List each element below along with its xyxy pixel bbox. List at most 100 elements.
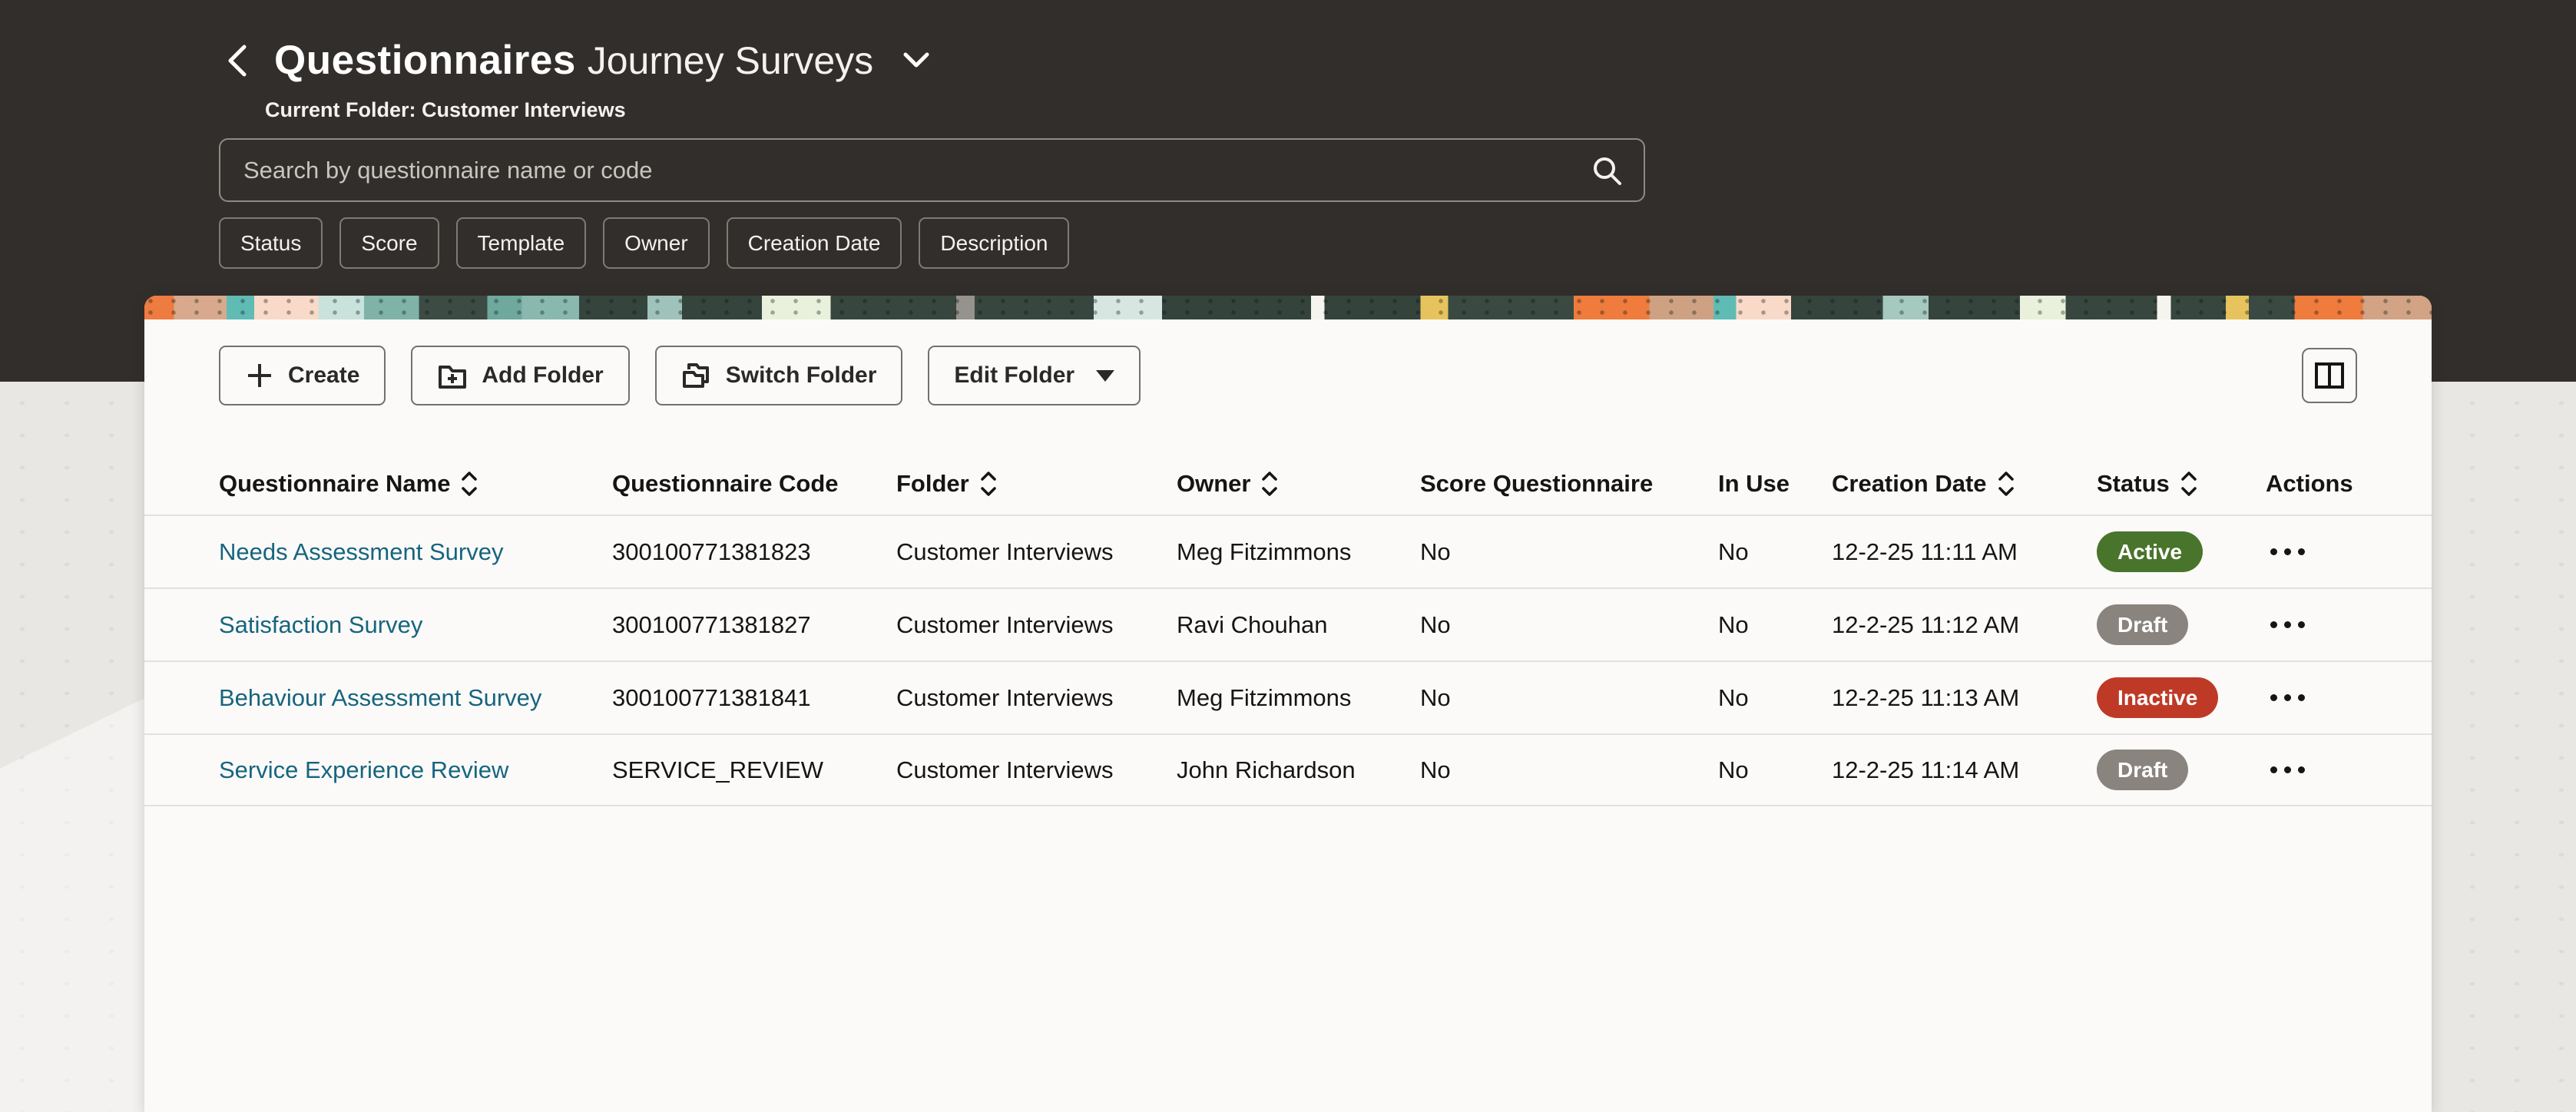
sort-icon[interactable]: [1998, 471, 2015, 497]
row-actions-button[interactable]: [2266, 759, 2309, 781]
chevron-down-icon[interactable]: [901, 50, 932, 71]
cell-actions: [2266, 614, 2401, 636]
status-badge: Draft: [2097, 604, 2189, 645]
cell-actions: [2266, 541, 2401, 563]
cell-status: Draft: [2097, 604, 2266, 645]
create-button-label: Create: [288, 362, 360, 388]
search-button[interactable]: [1570, 154, 1644, 187]
column-header-questionnaire-name[interactable]: Questionnaire Name: [219, 470, 612, 498]
cell-actions: [2266, 687, 2401, 709]
add-folder-button-label: Add Folder: [482, 362, 604, 388]
column-header-creation-date[interactable]: Creation Date: [1832, 470, 2097, 498]
cell-owner: John Richardson: [1177, 756, 1356, 783]
cell-score-questionnaire: No: [1420, 683, 1451, 711]
switch-folder-button-label: Switch Folder: [725, 362, 877, 388]
column-header-questionnaire-code: Questionnaire Code: [612, 470, 896, 498]
table-row: Needs Assessment Survey 300100771381823 …: [144, 515, 2432, 587]
column-header-folder[interactable]: Folder: [896, 470, 1177, 498]
sort-icon[interactable]: [1261, 471, 1278, 497]
cell-folder: Customer Interviews: [896, 756, 1114, 783]
questionnaire-link[interactable]: Satisfaction Survey: [219, 611, 423, 638]
status-badge: Draft: [2097, 750, 2189, 790]
row-actions-button[interactable]: [2266, 541, 2309, 563]
toolbar: Create Add Folder Switch Folder Edit Fol…: [219, 346, 2401, 405]
column-header-status[interactable]: Status: [2097, 470, 2266, 498]
filter-chip-template[interactable]: Template: [455, 217, 587, 269]
cell-actions: [2266, 759, 2401, 781]
column-label: Owner: [1177, 470, 1251, 497]
questionnaire-link[interactable]: Needs Assessment Survey: [219, 538, 504, 565]
ellipsis-icon: [2270, 694, 2277, 701]
filter-chip-creation-date[interactable]: Creation Date: [726, 217, 902, 269]
cell-in-use: No: [1718, 756, 1749, 783]
plus-icon: [245, 361, 274, 390]
column-label: Creation Date: [1832, 470, 1987, 497]
back-button[interactable]: [219, 38, 254, 84]
manage-columns-button[interactable]: [2302, 348, 2357, 403]
ellipsis-icon: [2270, 766, 2277, 773]
cell-status: Active: [2097, 531, 2266, 572]
folder-add-icon: [437, 361, 468, 390]
edit-folder-button[interactable]: Edit Folder: [928, 346, 1141, 405]
ellipsis-icon: [2270, 621, 2277, 628]
folder-switch-icon: [681, 360, 712, 391]
cell-in-use: No: [1718, 683, 1749, 711]
cell-owner: Meg Fitzimmons: [1177, 683, 1352, 711]
row-actions-button[interactable]: [2266, 687, 2309, 709]
ellipsis-icon: [2298, 694, 2305, 701]
cell-folder: Customer Interviews: [896, 611, 1114, 638]
filter-chip-score[interactable]: Score: [339, 217, 439, 269]
column-label: Status: [2097, 470, 2170, 497]
filter-chip-owner[interactable]: Owner: [603, 217, 710, 269]
filter-chip-status[interactable]: Status: [219, 217, 323, 269]
column-label: In Use: [1718, 470, 1790, 497]
column-header-owner[interactable]: Owner: [1177, 470, 1420, 498]
questionnaires-table: Questionnaire Name Questionnaire Code Fo…: [144, 453, 2432, 806]
sort-icon[interactable]: [980, 471, 997, 497]
column-label: Actions: [2266, 470, 2353, 497]
ellipsis-icon: [2284, 694, 2291, 701]
table-row: Satisfaction Survey 300100771381827 Cust…: [144, 587, 2432, 660]
content-panel: Create Add Folder Switch Folder Edit Fol…: [144, 296, 2432, 1112]
sort-icon[interactable]: [2180, 471, 2197, 497]
ellipsis-icon: [2284, 766, 2291, 773]
status-badge: Active: [2097, 531, 2204, 572]
caret-down-icon: [1096, 369, 1115, 382]
page-context-text[interactable]: Journey Surveys: [587, 39, 874, 82]
search-bar: [219, 138, 1645, 202]
questionnaire-link[interactable]: Behaviour Assessment Survey: [219, 683, 542, 711]
cell-creation-date: 12-2-25 11:11 AM: [1832, 538, 2018, 565]
ellipsis-icon: [2298, 548, 2305, 555]
cell-questionnaire-code: 300100771381823: [612, 538, 811, 565]
table-header-row: Questionnaire Name Questionnaire Code Fo…: [144, 453, 2432, 515]
cell-folder: Customer Interviews: [896, 538, 1114, 565]
create-button[interactable]: Create: [219, 346, 386, 405]
status-badge: Inactive: [2097, 677, 2219, 718]
column-header-in-use: In Use: [1718, 470, 1832, 498]
table-row: Service Experience Review SERVICE_REVIEW…: [144, 733, 2432, 806]
ellipsis-icon: [2284, 621, 2291, 628]
add-folder-button[interactable]: Add Folder: [411, 346, 630, 405]
cell-questionnaire-code: SERVICE_REVIEW: [612, 756, 824, 783]
cell-questionnaire-name: Behaviour Assessment Survey: [219, 684, 612, 712]
column-header-score-questionnaire: Score Questionnaire: [1420, 470, 1718, 498]
cell-score-questionnaire: No: [1420, 756, 1451, 783]
search-input[interactable]: [220, 156, 1570, 184]
search-icon: [1590, 154, 1624, 187]
filter-chip-description[interactable]: Description: [919, 217, 1070, 269]
row-actions-button[interactable]: [2266, 614, 2309, 636]
sort-icon[interactable]: [461, 471, 478, 497]
columns-icon: [2313, 361, 2346, 390]
edit-folder-button-label: Edit Folder: [954, 362, 1075, 388]
cell-creation-date: 12-2-25 11:12 AM: [1832, 611, 2020, 638]
switch-folder-button[interactable]: Switch Folder: [654, 346, 903, 405]
page-title: Questionnaires Journey Surveys: [274, 37, 873, 84]
questionnaire-link[interactable]: Service Experience Review: [219, 756, 509, 783]
column-label: Score Questionnaire: [1420, 470, 1654, 497]
ellipsis-icon: [2298, 766, 2305, 773]
cell-in-use: No: [1718, 611, 1749, 638]
column-label: Questionnaire Name: [219, 470, 451, 497]
cell-in-use: No: [1718, 538, 1749, 565]
cell-questionnaire-name: Needs Assessment Survey: [219, 538, 612, 566]
column-label: Folder: [896, 470, 969, 497]
